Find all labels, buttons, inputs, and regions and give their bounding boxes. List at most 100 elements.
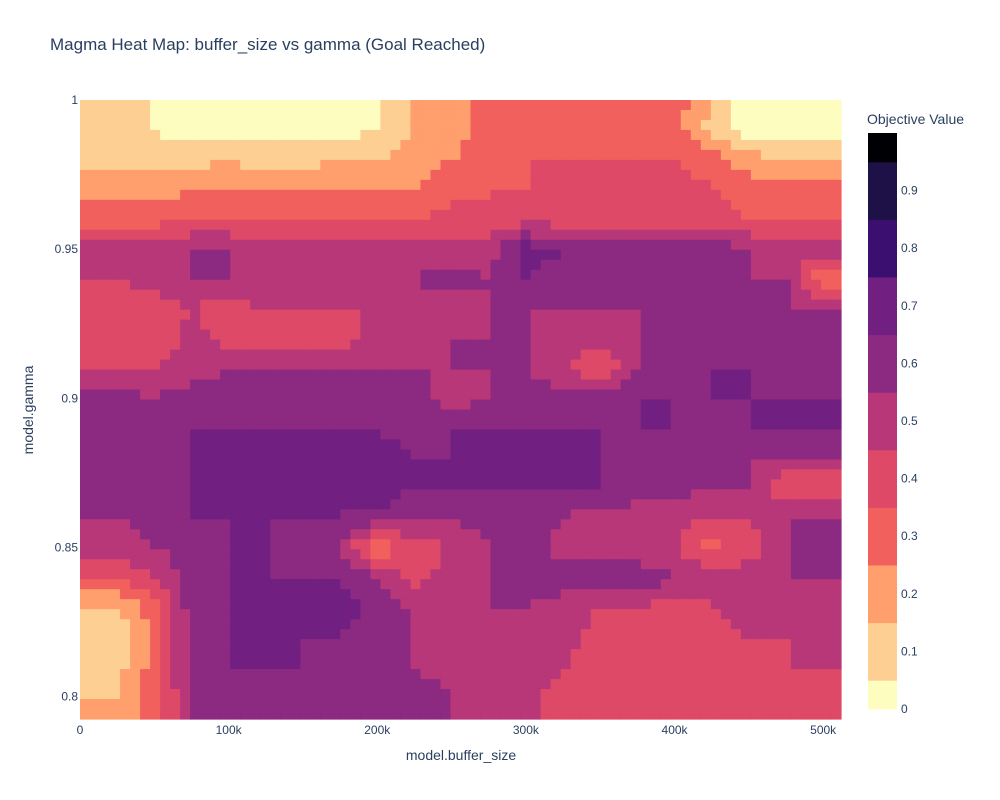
- heatmap-cell: [760, 649, 772, 660]
- heatmap-cell: [450, 599, 462, 610]
- heatmap-cell: [680, 559, 692, 570]
- heatmap-cell: [170, 619, 181, 630]
- heatmap-cell: [830, 339, 842, 351]
- heatmap-cell: [170, 189, 181, 201]
- heatmap-cell: [500, 399, 512, 411]
- heatmap-cell: [210, 499, 221, 510]
- heatmap-cell: [410, 299, 422, 311]
- heatmap-cell: [550, 529, 562, 540]
- heatmap-cell: [380, 279, 391, 291]
- heatmap-cell: [690, 629, 702, 640]
- heatmap-cell: [600, 229, 612, 241]
- heatmap-cell: [100, 249, 111, 261]
- heatmap-cell: [370, 449, 381, 461]
- colorbar-band: [868, 133, 897, 163]
- heatmap-cell: [790, 679, 802, 690]
- heatmap-cell: [530, 699, 542, 710]
- heatmap-cell: [830, 259, 842, 271]
- heatmap-cell: [700, 329, 712, 341]
- heatmap-cell: [710, 629, 722, 640]
- heatmap-cell: [220, 369, 231, 381]
- heatmap-cell: [370, 509, 381, 520]
- heatmap-cell: [510, 279, 522, 291]
- heatmap-cell: [550, 229, 562, 241]
- heatmap-cell: [760, 179, 772, 191]
- heatmap-cell: [670, 419, 682, 431]
- heatmap-cell: [470, 139, 482, 151]
- heatmap-cell: [570, 299, 582, 311]
- heatmap-cell: [360, 509, 371, 520]
- heatmap-cell: [830, 349, 842, 361]
- heatmap-cell: [130, 469, 141, 480]
- heatmap-cell: [700, 489, 712, 500]
- heatmap-cell: [810, 549, 822, 560]
- heatmap-cell: [170, 699, 181, 710]
- heatmap-cell: [620, 469, 632, 480]
- heatmap-cell: [310, 229, 321, 241]
- heatmap-cell: [620, 629, 632, 640]
- heatmap-cell: [520, 169, 532, 181]
- heatmap-cell: [720, 609, 732, 620]
- heatmap-cell: [150, 579, 161, 590]
- heatmap-cell: [260, 679, 271, 690]
- heatmap-cell: [740, 189, 752, 201]
- heatmap-cell: [140, 349, 151, 361]
- heatmap-cell: [480, 379, 492, 391]
- heatmap-cell: [220, 229, 231, 241]
- heatmap-cell: [590, 619, 602, 630]
- heatmap-cell: [270, 209, 281, 221]
- heatmap-cell: [580, 459, 592, 470]
- heatmap-cell: [610, 239, 622, 251]
- heatmap-cell: [560, 249, 572, 261]
- heatmap-cell: [290, 319, 301, 331]
- heatmap-cell: [830, 119, 842, 131]
- heatmap-cell: [690, 569, 702, 580]
- heatmap-cell: [400, 709, 412, 720]
- heatmap-cell: [770, 319, 782, 331]
- heatmap-cell: [830, 159, 842, 171]
- heatmap-cell: [240, 439, 251, 451]
- heatmap-cell: [250, 569, 261, 580]
- heatmap-cell: [680, 259, 692, 271]
- heatmap-cell: [290, 579, 301, 590]
- heatmap-cell: [660, 269, 672, 281]
- heatmap-cell: [190, 229, 201, 241]
- heatmap-cell: [130, 239, 141, 251]
- heatmap-cell: [540, 179, 552, 191]
- heatmap-cell: [160, 569, 171, 580]
- heatmap-cell: [580, 649, 592, 660]
- heatmap-cell: [610, 289, 622, 301]
- heatmap-cell: [770, 659, 782, 670]
- heatmap-cell: [710, 129, 722, 141]
- heatmap-cell: [620, 519, 632, 530]
- heatmap-cell: [580, 379, 592, 391]
- heatmap-cell: [580, 339, 592, 351]
- heatmap-cell: [320, 369, 331, 381]
- heatmap-cell: [820, 489, 832, 500]
- heatmap-cell: [200, 449, 211, 461]
- heatmap-cell: [460, 629, 472, 640]
- heatmap-cell: [580, 429, 592, 441]
- heatmap-cell: [770, 289, 782, 301]
- heatmap-cell: [630, 709, 642, 720]
- heatmap-cell: [650, 459, 662, 470]
- heatmap-cell: [650, 249, 662, 261]
- heatmap-cell: [540, 579, 552, 590]
- heatmap-cell: [390, 449, 402, 461]
- heatmap-cell: [130, 149, 141, 161]
- heatmap-cell: [120, 669, 131, 680]
- heatmap-cell: [750, 219, 762, 231]
- heatmap-cell: [420, 609, 432, 620]
- heatmap-cell: [390, 339, 402, 351]
- heatmap-cell: [310, 109, 321, 121]
- heatmap-cell: [690, 159, 702, 171]
- heatmap-cell: [120, 579, 131, 590]
- heatmap-cell: [820, 459, 832, 470]
- heatmap-cell: [300, 589, 311, 600]
- heatmap-cell: [410, 189, 422, 201]
- heatmap-cell: [590, 399, 602, 411]
- heatmap-cell: [190, 469, 201, 480]
- heatmap-cell: [570, 159, 582, 171]
- heatmap-cell: [590, 379, 602, 391]
- heatmap-cell: [800, 149, 812, 161]
